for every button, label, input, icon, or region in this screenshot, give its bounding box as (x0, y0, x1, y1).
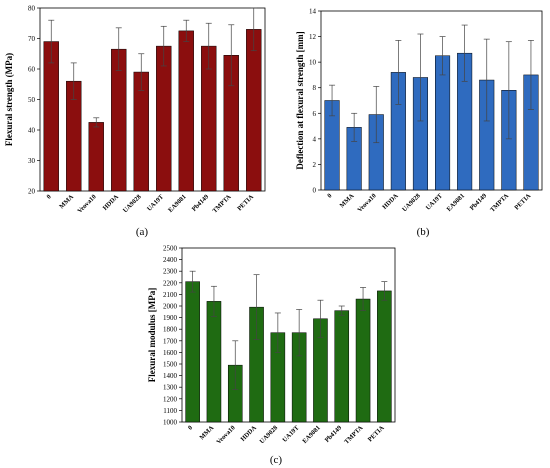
category-label: TMPTA (489, 192, 510, 213)
bar-UA19T (435, 55, 451, 191)
category-label: UA19T (425, 192, 445, 212)
category-label: 0 (45, 193, 52, 200)
plot-frame (181, 247, 396, 423)
category-label: Pb4149 (469, 192, 489, 212)
y-tick-label: 1700 (163, 337, 178, 345)
category-label: UA9028 (122, 193, 143, 214)
y-tick-label: 12 (309, 33, 317, 41)
y-axis-title: Flexural modulus [MPa] (147, 288, 157, 383)
chart-deflection: 0 2 4 6 8 10 12 14 0 MMA Veova10 HDDA UA9028 UA19T EA9… (295, 8, 543, 238)
category-label: UA19T (281, 424, 301, 444)
y-tick-label: 2100 (163, 291, 178, 299)
panel-label: (a) (136, 226, 149, 238)
y-tick-label: 1200 (163, 395, 178, 403)
y-tick-label: 2 (313, 161, 317, 169)
y-tick-label: 14 (309, 8, 317, 16)
y-axis-title: Flexural strength (MPa) (4, 53, 14, 146)
category-label: PETIA (367, 424, 386, 443)
category-label: MMA (198, 424, 215, 441)
category-label: Veova10 (356, 192, 377, 213)
y-tick-label: 60 (28, 66, 36, 74)
y-tick-label: 40 (28, 127, 36, 135)
bar-PETIA (246, 29, 262, 192)
bar-TMPTA (355, 298, 371, 423)
bar-Veova10 (88, 122, 104, 192)
bar-0 (185, 281, 200, 423)
y-tick-label: 1000 (163, 419, 178, 427)
bar-0 (43, 41, 59, 192)
y-tick-label: 1800 (163, 326, 178, 334)
category-label: HDDA (381, 192, 400, 211)
category-label: TMPTA (343, 424, 364, 445)
category-label: EA9081 (446, 192, 467, 213)
y-tick-label: 10 (309, 59, 317, 67)
category-label: EA9081 (167, 193, 188, 214)
category-label: Veova10 (76, 193, 97, 214)
y-tick-label: 2200 (163, 279, 178, 287)
bar-MMA (206, 301, 222, 423)
plot-frame (320, 10, 543, 191)
panel-label: (b) (417, 226, 430, 238)
y-tick-label: 1400 (163, 372, 178, 380)
category-label: UA9028 (258, 424, 279, 445)
y-tick-label: 30 (28, 157, 36, 165)
bar-EA9081 (178, 30, 194, 192)
panel-label: (c) (270, 454, 283, 466)
category-label: Pb4149 (324, 424, 344, 444)
y-tick-label: 50 (28, 96, 36, 104)
y-tick-label: 2300 (163, 268, 178, 276)
y-tick-label: 0 (313, 187, 317, 195)
category-label: HDDA (239, 424, 258, 443)
y-tick-label: 2000 (163, 303, 178, 311)
y-tick-label: 1600 (163, 349, 178, 357)
y-axis-title: Deflection at flexural strength [mm] (295, 31, 305, 169)
y-tick-label: 70 (28, 35, 36, 43)
y-tick-label: 6 (313, 110, 317, 118)
y-tick-label: 1900 (163, 314, 178, 322)
bar-PETIA (377, 290, 392, 423)
y-tick-label: 4 (313, 135, 317, 143)
category-label: TMPTA (211, 193, 232, 214)
category-label: 0 (326, 192, 333, 199)
y-tick-label: 1300 (163, 384, 178, 392)
category-label: MMA (339, 192, 356, 209)
y-tick-label: 2500 (163, 245, 178, 253)
category-label: Pb4149 (191, 193, 211, 213)
category-label: UA19T (146, 193, 166, 213)
bar-Pb4149 (334, 310, 350, 423)
y-tick-label: 20 (28, 188, 36, 196)
y-tick-label: 1500 (163, 361, 178, 369)
bar-UA19T (156, 45, 172, 192)
y-tick-label: 1100 (163, 407, 177, 415)
category-label: UA9028 (401, 192, 422, 213)
category-label: HDDA (102, 193, 121, 212)
chart-flexural-modulus: 1000 1100 1200 1300 1400 1500 1600 1700 1800 1900… (147, 245, 396, 466)
category-label: PETIA (236, 193, 255, 212)
y-tick-label: 80 (28, 5, 36, 13)
category-label: 0 (187, 424, 194, 431)
category-label: EA9081 (301, 424, 322, 445)
y-tick-label: 8 (313, 84, 317, 92)
category-label: Veova10 (215, 424, 236, 445)
y-tick-label: 2400 (163, 256, 178, 264)
chart-flexural-strength: 20 30 40 50 60 70 80 0 MMA Veova10 HDDA UA9028 UA19T… (4, 5, 266, 238)
category-label: PETIA (513, 192, 532, 211)
category-label: MMA (58, 193, 75, 210)
